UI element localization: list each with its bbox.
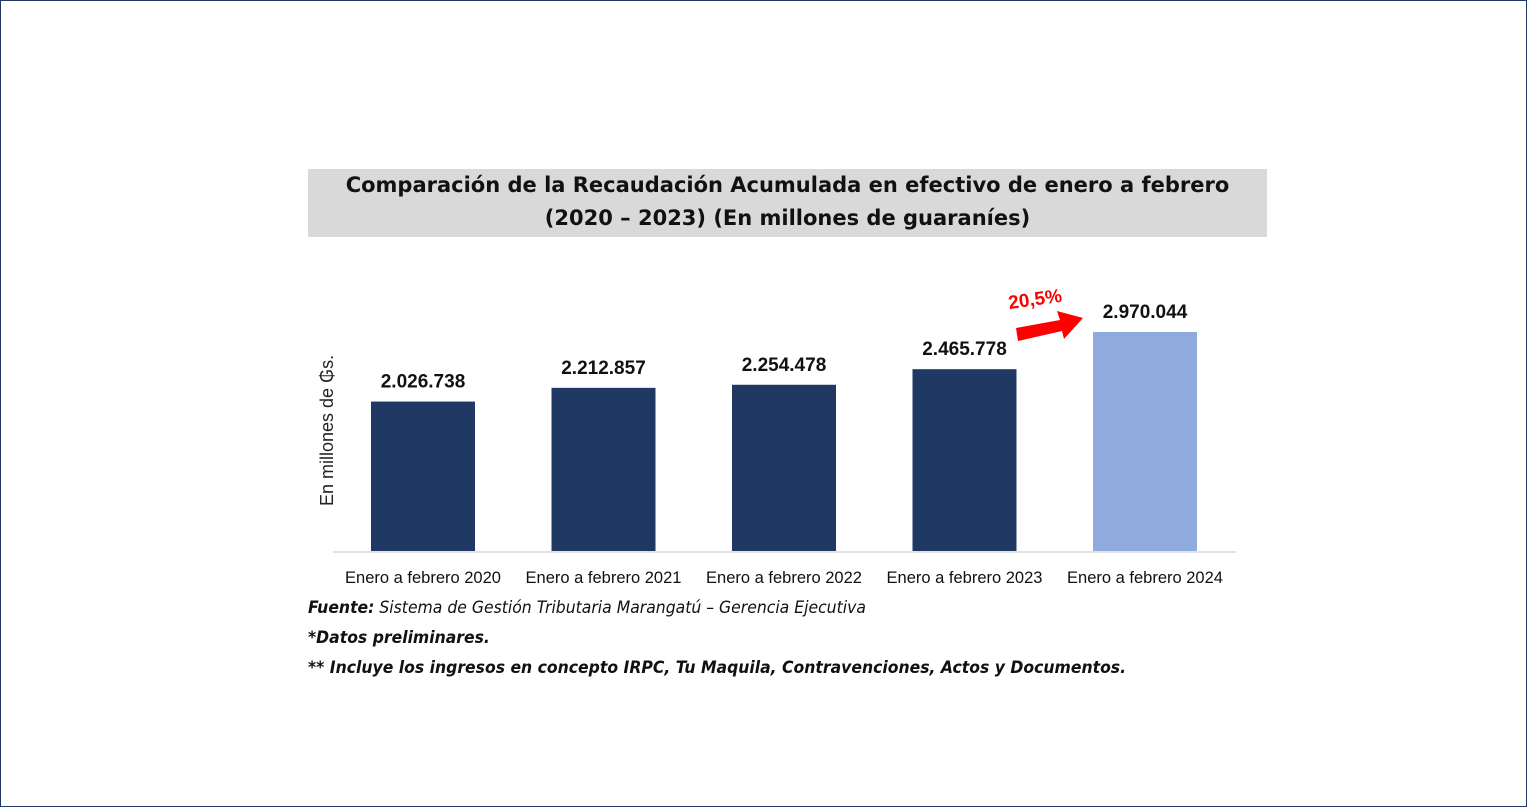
data-label: 2.212.857 xyxy=(561,358,646,379)
growth-label: 20,5% xyxy=(1007,286,1063,314)
chart-title-line2: (2020 – 2023) (En millones de guaraníes) xyxy=(544,206,1031,230)
x-tick-label: Enero a febrero 2023 xyxy=(887,569,1043,587)
bar xyxy=(1093,332,1197,551)
bar xyxy=(912,369,1017,551)
chart-title: Comparación de la Recaudación Acumulada … xyxy=(308,169,1267,237)
growth-annotation: 20,5% xyxy=(1007,286,1083,341)
chart-title-line1: Comparación de la Recaudación Acumulada … xyxy=(345,173,1230,197)
x-tick-label: Enero a febrero 2022 xyxy=(706,569,862,587)
arrow-right-icon xyxy=(1016,311,1083,341)
bar xyxy=(732,384,836,551)
data-label: 2.465.778 xyxy=(922,339,1007,360)
includes-note: ** Incluye los ingresos en concepto IRPC… xyxy=(308,658,1127,678)
data-label: 2.970.044 xyxy=(1103,302,1188,323)
y-axis-label: En millones de ₲s. xyxy=(317,355,337,506)
source-text: Sistema de Gestión Tributaria Marangatú … xyxy=(374,598,866,618)
bar xyxy=(551,387,656,551)
x-tick-label: Enero a febrero 2021 xyxy=(526,569,682,587)
x-tick-label: Enero a febrero 2024 xyxy=(1067,569,1223,587)
preliminary-note: *Datos preliminares. xyxy=(308,628,490,648)
x-tick-label: Enero a febrero 2020 xyxy=(345,569,501,587)
data-label: 2.254.478 xyxy=(742,355,827,376)
data-label: 2.026.738 xyxy=(381,372,466,393)
source-note: Fuente: Sistema de Gestión Tributaria Ma… xyxy=(308,595,1126,625)
bar xyxy=(371,401,475,551)
chart-notes: Fuente: Sistema de Gestión Tributaria Ma… xyxy=(308,595,1126,685)
source-label: Fuente: xyxy=(308,598,375,618)
